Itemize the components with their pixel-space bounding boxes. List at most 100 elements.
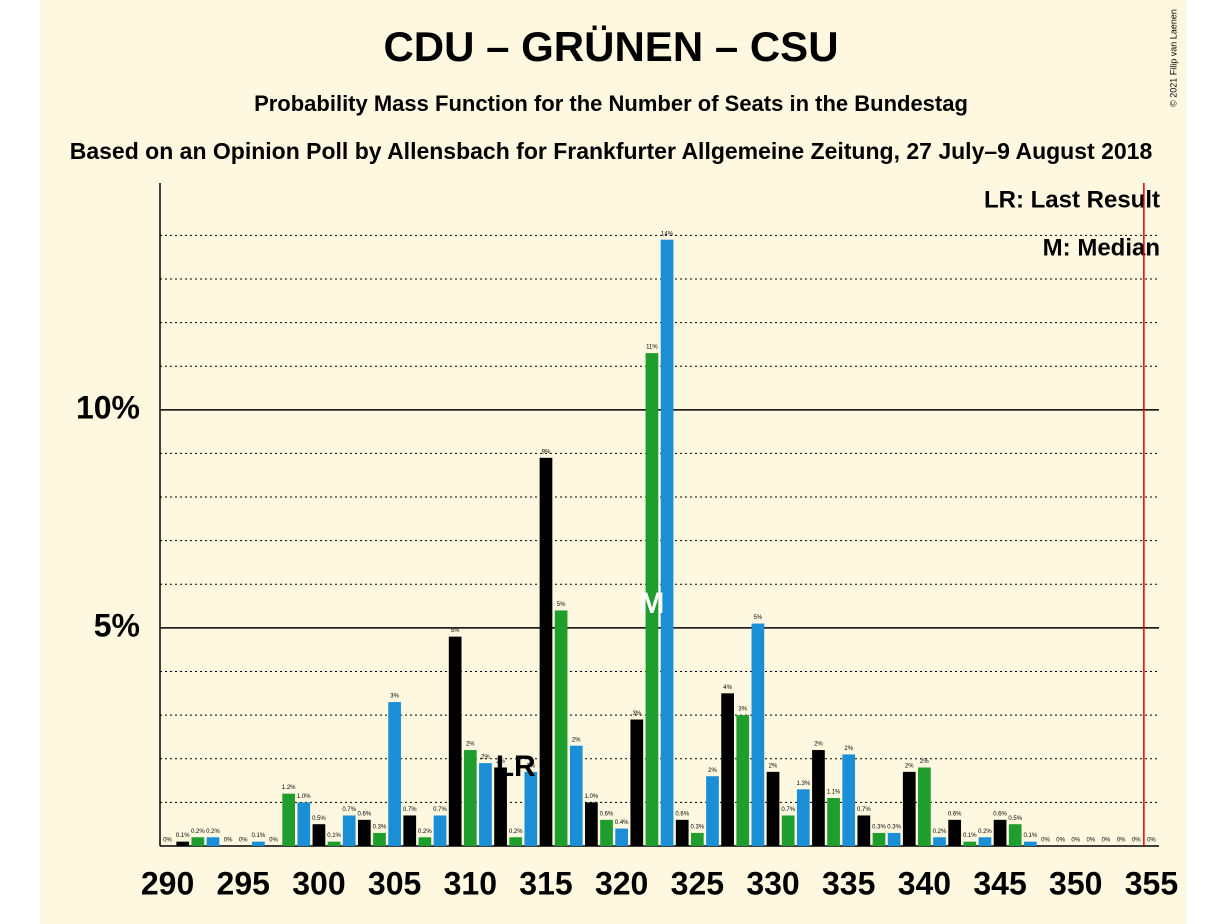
x-tick-label: 300 [292,865,345,901]
bar [585,802,598,846]
value-label: 1.1% [827,790,841,796]
value-label: 0% [1117,838,1126,844]
bar [630,719,644,846]
bar [494,767,507,846]
bar [675,819,689,846]
value-label: 5% [754,615,763,621]
value-label: 0% [1071,838,1080,844]
value-label: 4% [723,685,732,691]
bar [781,815,795,846]
bar [706,776,719,846]
value-label: 0.6% [993,811,1007,817]
x-tick-label: 355 [1125,865,1178,901]
value-label: 0% [1102,838,1111,844]
x-tick-label: 325 [671,865,724,901]
value-label: 0.3% [690,824,704,830]
value-label: 0.1% [176,833,190,839]
value-label: 3% [738,707,747,713]
value-label: 0% [1132,838,1141,844]
value-label: 0% [163,838,172,844]
value-label: 2% [481,755,490,761]
value-label: 0.2% [978,829,992,835]
value-label: 1.0% [585,794,599,800]
bar [887,832,901,846]
value-label: 0.7% [433,807,447,813]
value-label: 0.6% [675,811,689,817]
value-label: 2% [905,763,914,769]
bar [933,837,946,846]
value-label: 2% [769,763,778,769]
bar [827,798,840,846]
bar [342,815,356,846]
bar [872,832,886,846]
value-label: 5% [557,602,566,608]
bar [660,239,674,846]
value-label: 1.0% [297,794,311,800]
bar [206,837,220,846]
bar [539,457,553,846]
bar [751,623,765,846]
value-label: 0.5% [1008,816,1022,822]
x-tick-label: 310 [444,865,497,901]
bar [796,789,810,846]
value-label: 2% [466,742,475,748]
x-tick-label: 305 [368,865,421,901]
bar [736,715,750,846]
value-label: 2% [496,759,505,765]
bar [993,819,1007,846]
value-label: 2% [572,737,581,743]
bar [433,815,447,846]
value-label: 2% [844,746,853,752]
copyright: © 2021 Filip van Laenen [1168,9,1178,107]
bar [312,824,326,846]
value-label: 0% [269,838,278,844]
chart-subtitle: Based on an Opinion Poll by Allensbach f… [70,138,1153,164]
y-tick-label: 10% [76,389,140,425]
x-tick-label: 350 [1049,865,1102,901]
value-label: 0% [1087,838,1096,844]
x-tick-label: 295 [217,865,270,901]
value-label: 11% [646,345,658,351]
last-result-marker: LR [496,750,536,783]
value-label: 3% [632,711,641,717]
bar [191,837,205,846]
value-label: 2% [527,763,536,769]
bar [1023,841,1037,846]
value-label: 3% [390,694,399,700]
x-tick-label: 315 [519,865,572,901]
value-label: 0.2% [933,829,947,835]
bar [282,793,296,846]
value-label: 9% [542,449,551,455]
value-label: 0.1% [252,833,266,839]
bar [902,771,916,846]
value-label: 0.7% [857,807,871,813]
value-label: 0.3% [887,824,901,830]
bar [463,750,477,846]
bar [978,837,992,846]
value-label: 0.2% [418,829,432,835]
x-tick-label: 320 [595,865,648,901]
chart-subtitle: Probability Mass Function for the Number… [254,91,968,116]
value-label: 0.3% [872,824,886,830]
value-label: 0.2% [206,829,220,835]
value-label: 0.6% [600,811,614,817]
value-label: 14% [661,231,674,237]
bar [948,819,962,846]
bar [509,837,523,846]
value-label: 0% [1041,838,1050,844]
legend-entry: M: Median [1043,234,1160,261]
bar [403,815,417,846]
bar [176,841,190,846]
x-tick-label: 345 [973,865,1026,901]
value-label: 5% [451,628,460,634]
bar [357,819,371,846]
x-tick-label: 335 [822,865,875,901]
bar [418,837,432,846]
median-marker: M [639,587,664,620]
chart-title: CDU – GRÜNEN – CSU [383,23,838,70]
value-label: 0.6% [357,811,371,817]
bar [857,815,871,846]
value-label: 1.2% [282,785,296,791]
value-label: 0.7% [403,807,417,813]
